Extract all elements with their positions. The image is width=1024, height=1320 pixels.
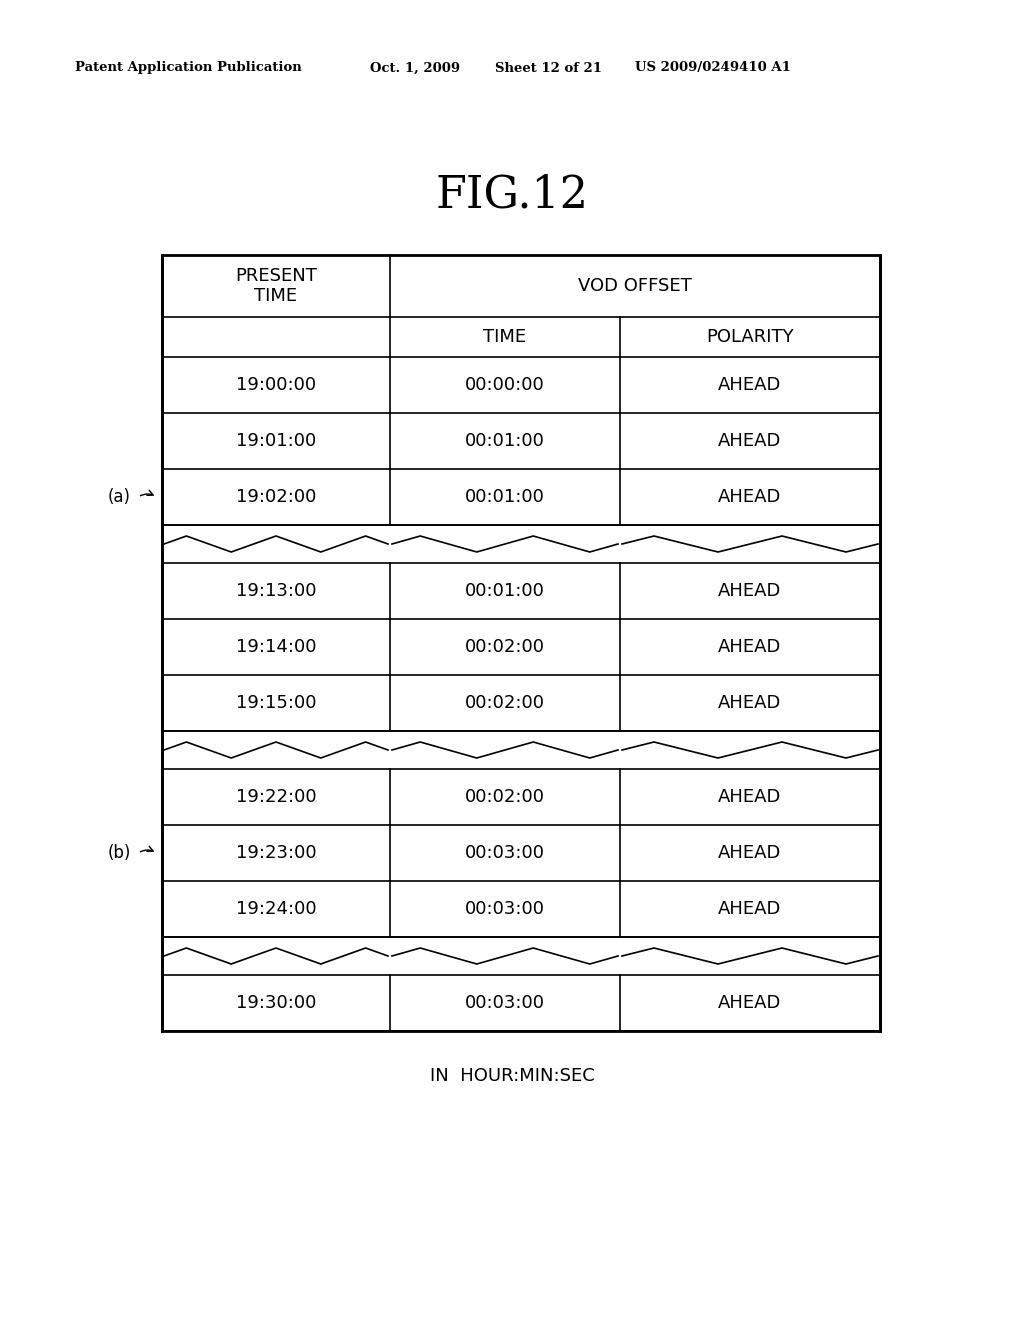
Text: PRESENT
TIME: PRESENT TIME <box>236 267 317 305</box>
Text: 19:24:00: 19:24:00 <box>236 900 316 917</box>
Text: 00:01:00: 00:01:00 <box>465 582 545 601</box>
Text: 00:03:00: 00:03:00 <box>465 994 545 1012</box>
Text: (a): (a) <box>108 488 131 506</box>
Text: POLARITY: POLARITY <box>707 327 794 346</box>
Text: 00:03:00: 00:03:00 <box>465 900 545 917</box>
Text: 00:02:00: 00:02:00 <box>465 788 545 807</box>
Text: AHEAD: AHEAD <box>718 432 781 450</box>
Text: AHEAD: AHEAD <box>718 994 781 1012</box>
Text: 19:00:00: 19:00:00 <box>236 376 316 393</box>
Text: 19:02:00: 19:02:00 <box>236 488 316 506</box>
Text: 19:15:00: 19:15:00 <box>236 694 316 711</box>
Text: 19:22:00: 19:22:00 <box>236 788 316 807</box>
Text: VOD OFFSET: VOD OFFSET <box>579 277 692 294</box>
Text: 19:30:00: 19:30:00 <box>236 994 316 1012</box>
Text: 19:01:00: 19:01:00 <box>236 432 316 450</box>
Text: TIME: TIME <box>483 327 526 346</box>
Text: 19:13:00: 19:13:00 <box>236 582 316 601</box>
Text: 00:03:00: 00:03:00 <box>465 843 545 862</box>
Text: AHEAD: AHEAD <box>718 376 781 393</box>
Text: 00:02:00: 00:02:00 <box>465 694 545 711</box>
Text: AHEAD: AHEAD <box>718 843 781 862</box>
Text: 00:01:00: 00:01:00 <box>465 432 545 450</box>
Text: 19:23:00: 19:23:00 <box>236 843 316 862</box>
Text: Sheet 12 of 21: Sheet 12 of 21 <box>495 62 602 74</box>
Text: 00:02:00: 00:02:00 <box>465 638 545 656</box>
Text: FIG.12: FIG.12 <box>435 173 589 216</box>
Text: (b): (b) <box>108 843 131 862</box>
Text: AHEAD: AHEAD <box>718 788 781 807</box>
Text: AHEAD: AHEAD <box>718 694 781 711</box>
Text: 19:14:00: 19:14:00 <box>236 638 316 656</box>
Text: AHEAD: AHEAD <box>718 488 781 506</box>
Text: Patent Application Publication: Patent Application Publication <box>75 62 302 74</box>
Text: AHEAD: AHEAD <box>718 638 781 656</box>
Text: Oct. 1, 2009: Oct. 1, 2009 <box>370 62 460 74</box>
Text: AHEAD: AHEAD <box>718 900 781 917</box>
Text: AHEAD: AHEAD <box>718 582 781 601</box>
Text: 00:01:00: 00:01:00 <box>465 488 545 506</box>
Text: IN  HOUR:MIN:SEC: IN HOUR:MIN:SEC <box>430 1067 594 1085</box>
Text: US 2009/0249410 A1: US 2009/0249410 A1 <box>635 62 791 74</box>
Text: 00:00:00: 00:00:00 <box>465 376 545 393</box>
